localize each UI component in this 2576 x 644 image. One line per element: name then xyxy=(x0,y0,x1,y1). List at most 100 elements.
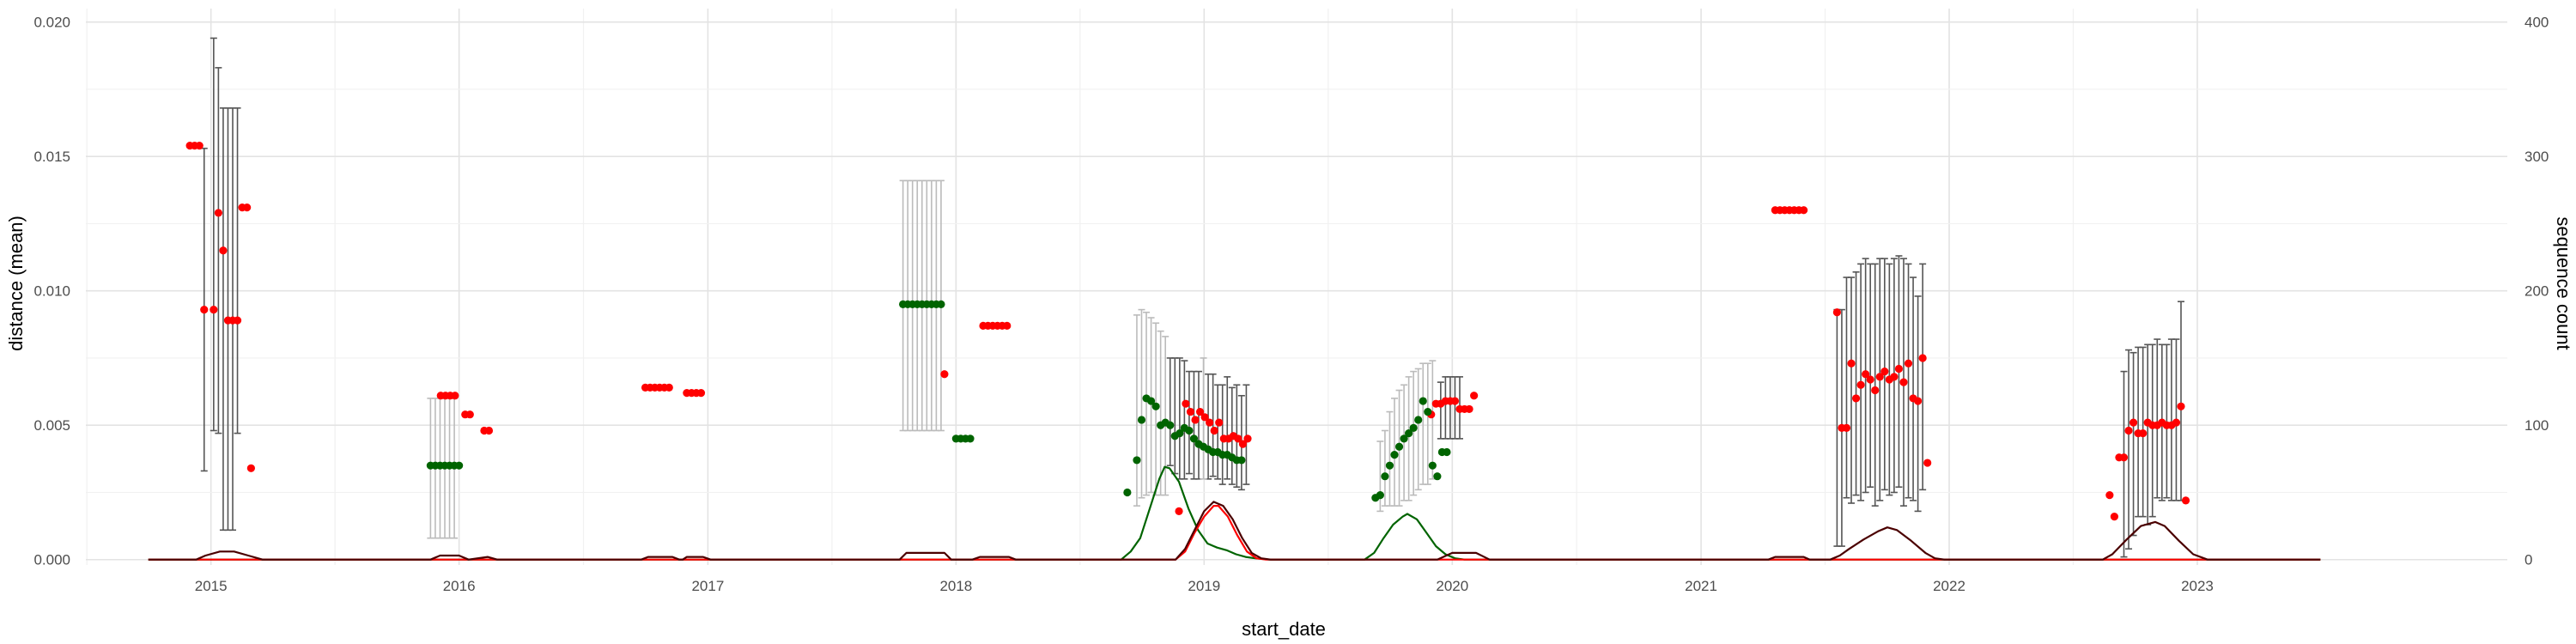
x-tick-label: 2020 xyxy=(1436,578,1468,594)
data-point xyxy=(1123,488,1132,497)
data-point xyxy=(1166,421,1175,429)
data-point xyxy=(1182,399,1190,408)
data-point xyxy=(200,306,209,314)
data-point xyxy=(1419,397,1427,405)
data-point xyxy=(1137,416,1146,424)
data-point xyxy=(243,204,252,212)
data-point xyxy=(1904,359,1913,368)
data-point xyxy=(1918,354,1927,362)
data-points xyxy=(185,142,2190,521)
y2-tick-label: 400 xyxy=(2524,15,2549,31)
x-tick-label: 2018 xyxy=(939,578,972,594)
data-point xyxy=(1832,308,1841,317)
data-point xyxy=(1875,373,1884,381)
data-point xyxy=(1210,426,1218,435)
data-point xyxy=(1243,434,1252,443)
y-tick-label: 0.000 xyxy=(33,552,70,568)
data-point xyxy=(1414,416,1423,424)
x-axis-title: start_date xyxy=(1242,618,1326,640)
data-point xyxy=(1800,206,1808,215)
data-point xyxy=(233,316,242,325)
data-point xyxy=(1185,426,1194,435)
y2-axis-ticks: 0 100 200 300 400 xyxy=(2524,15,2549,568)
data-point xyxy=(1856,380,1865,389)
x-tick-label: 2023 xyxy=(2181,578,2214,594)
y-axis-ticks: 0.000 0.005 0.010 0.015 0.020 xyxy=(33,15,70,568)
data-point xyxy=(2139,429,2148,438)
count-line xyxy=(148,501,2321,561)
data-point xyxy=(1847,359,1856,368)
data-point xyxy=(465,410,474,419)
data-point xyxy=(219,246,228,255)
data-point xyxy=(246,464,255,472)
data-point xyxy=(1186,407,1195,416)
data-point xyxy=(940,370,949,379)
y-tick-label: 0.010 xyxy=(33,283,70,300)
data-point xyxy=(1381,472,1389,481)
data-point xyxy=(1842,423,1851,432)
data-point xyxy=(1133,456,1141,465)
data-point xyxy=(1003,321,1012,330)
x-tick-label: 2017 xyxy=(691,578,724,594)
data-point xyxy=(1189,434,1199,443)
data-point xyxy=(1433,472,1442,481)
x-tick-label: 2019 xyxy=(1188,578,1220,594)
data-point xyxy=(1390,451,1399,459)
data-point xyxy=(1151,402,1160,410)
data-point xyxy=(1206,418,1214,427)
data-point xyxy=(1175,507,1183,515)
data-point xyxy=(1376,491,1384,500)
data-point xyxy=(1409,423,1418,432)
data-point xyxy=(1428,461,1437,470)
data-point xyxy=(210,306,218,314)
y-axis-title: distance (mean) xyxy=(5,216,27,351)
x-tick-label: 2015 xyxy=(195,578,228,594)
data-point xyxy=(1470,392,1479,400)
data-point xyxy=(1923,459,1932,467)
data-point xyxy=(484,426,494,435)
count-lines xyxy=(148,465,2321,561)
data-point xyxy=(1191,416,1200,424)
data-point xyxy=(1146,397,1156,405)
y2-axis-title: sequence count xyxy=(2553,216,2574,349)
y2-tick-label: 0 xyxy=(2524,552,2532,568)
x-tick-label: 2022 xyxy=(1933,578,1965,594)
data-point xyxy=(665,383,673,392)
count-line xyxy=(148,465,2321,561)
y2-tick-label: 300 xyxy=(2524,149,2549,165)
data-point xyxy=(696,389,706,398)
data-point xyxy=(1914,397,1923,405)
data-point xyxy=(937,300,945,308)
data-point xyxy=(1176,429,1184,438)
data-point xyxy=(1200,413,1209,422)
y2-tick-label: 100 xyxy=(2524,417,2549,434)
data-point xyxy=(1880,368,1889,376)
data-point xyxy=(1424,407,1432,416)
data-point xyxy=(451,392,459,400)
data-point xyxy=(2105,491,2114,500)
data-point xyxy=(1871,386,1880,395)
data-point xyxy=(1237,456,1246,465)
x-tick-label: 2016 xyxy=(443,578,476,594)
data-point xyxy=(2177,402,2185,410)
data-point xyxy=(2129,418,2138,427)
data-point xyxy=(455,461,464,470)
error-bars xyxy=(200,37,2184,558)
data-point xyxy=(1465,404,1473,414)
data-point xyxy=(1238,440,1248,448)
data-point xyxy=(1394,442,1404,451)
data-point xyxy=(966,434,975,443)
data-point xyxy=(1195,407,1205,416)
y-tick-label: 0.020 xyxy=(33,15,70,31)
data-point xyxy=(1405,429,1413,438)
y-tick-label: 0.015 xyxy=(33,149,70,165)
data-point xyxy=(1851,394,1861,403)
data-point xyxy=(1215,418,1224,427)
data-point xyxy=(1890,373,1899,381)
data-point xyxy=(2119,453,2129,462)
data-point xyxy=(1450,397,1460,405)
data-point xyxy=(2110,513,2119,521)
data-point xyxy=(1899,378,1908,386)
count-line xyxy=(148,504,2321,561)
